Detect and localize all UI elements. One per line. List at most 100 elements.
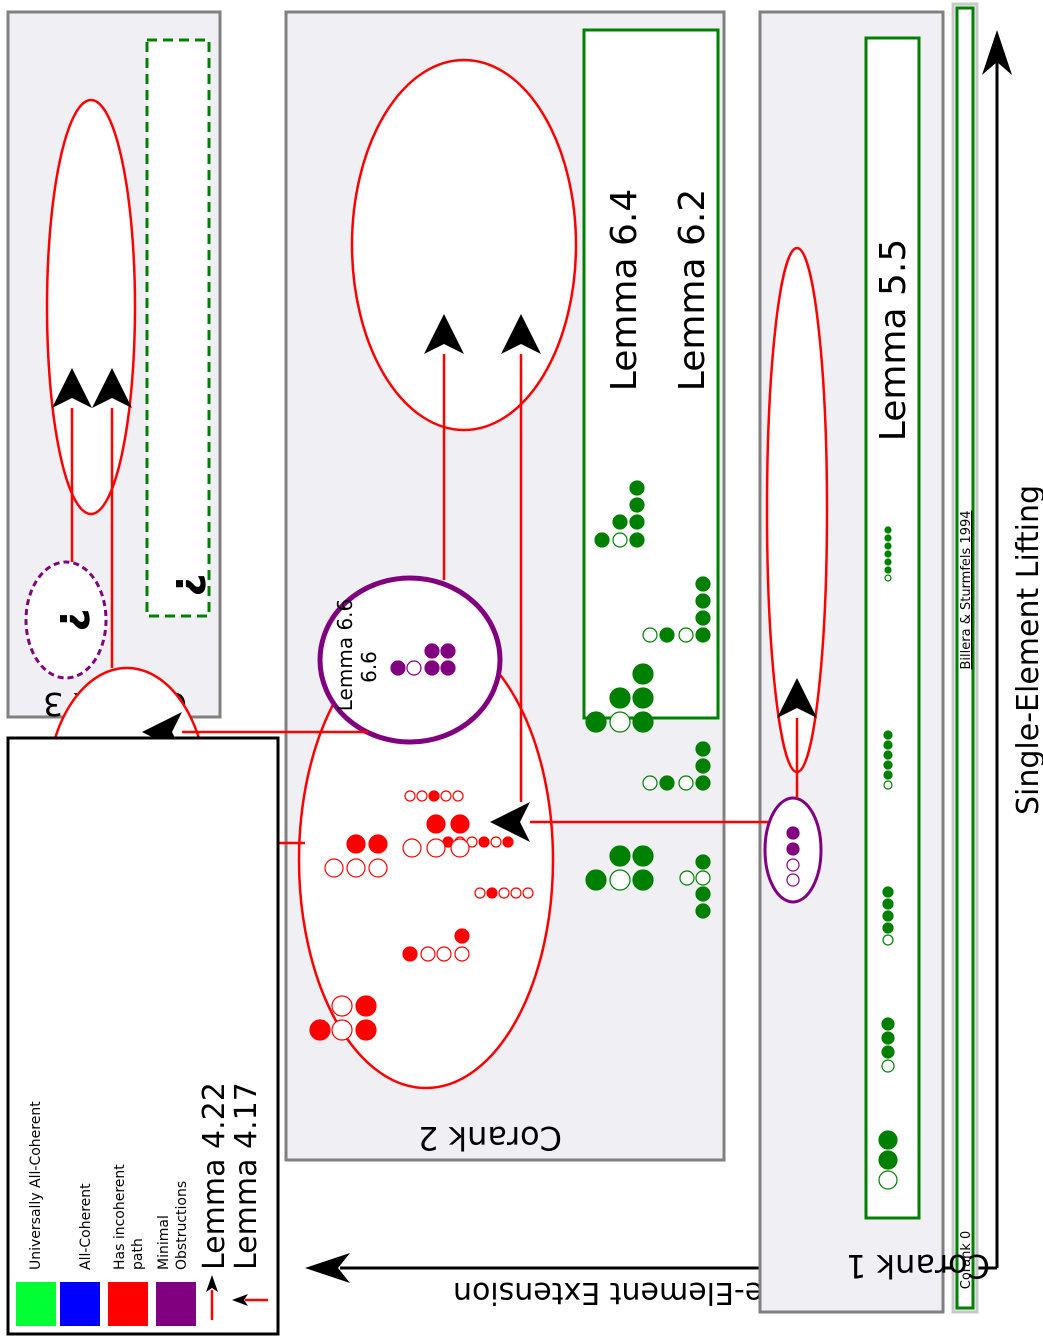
config-dot: [490, 836, 502, 848]
config-dot: [695, 610, 711, 626]
config-dot: [612, 514, 628, 530]
config-dot: [884, 534, 892, 542]
config-dot: [594, 532, 610, 548]
config-dot: [884, 558, 892, 566]
config-dot: [884, 574, 892, 582]
corank2-red-configs: [309, 790, 534, 1041]
config-dot: [883, 750, 893, 760]
corank2-red-region-top: [350, 58, 578, 432]
legend-swatch-3: [156, 1282, 196, 1326]
corank0-title: Corank 0: [959, 1231, 974, 1290]
config-dot: [486, 887, 498, 899]
config-dot: [585, 711, 607, 733]
corank2-obstruction: [317, 575, 503, 745]
corank3-unknown-obstruction: [24, 560, 108, 680]
config-dot: [502, 836, 514, 848]
config-dot: [632, 869, 654, 891]
config-dot: [679, 870, 695, 886]
config-dot: [355, 995, 377, 1017]
config-dot: [390, 660, 406, 676]
config-dot: [632, 711, 654, 733]
config-dot: [884, 542, 892, 550]
config-dot: [695, 870, 711, 886]
config-dot: [884, 526, 892, 534]
config-dot: [454, 946, 470, 962]
config-dot: [882, 910, 894, 922]
config-dot: [324, 858, 344, 878]
corank3-red-region-top: [45, 98, 137, 516]
config-dot: [424, 660, 440, 676]
config-dot: [355, 1019, 377, 1041]
config-dot: [881, 1059, 895, 1073]
corank2-green-box: [582, 28, 720, 720]
config-dot: [498, 887, 510, 899]
legend-swatches: [16, 1282, 196, 1326]
config-dot: [331, 1019, 353, 1041]
config-dot: [695, 854, 711, 870]
config-dot: [883, 730, 893, 740]
config-dot: [881, 1031, 895, 1045]
corank2-lemma-label-2: Lemma 6.2: [672, 189, 713, 391]
config-dot: [331, 995, 353, 1017]
config-dot: [510, 887, 522, 899]
config-dot: [883, 760, 893, 770]
config-dot: [642, 775, 658, 791]
config-dot: [695, 903, 711, 919]
legend-arrow-label-0: Lemma 4.22: [197, 1082, 232, 1270]
config-dot: [786, 858, 800, 872]
config-dot: [882, 934, 894, 946]
legend-label-2b: path: [130, 1238, 146, 1270]
config-dot: [450, 814, 470, 834]
corank3-unknown-1: ?: [50, 608, 96, 631]
config-dot: [642, 627, 658, 643]
config-dot: [420, 946, 436, 962]
config-dot: [678, 627, 694, 643]
config-dot: [884, 550, 892, 558]
config-dot: [878, 1150, 898, 1170]
config-dot: [612, 532, 628, 548]
legend-label-0: Universally All-Coherent: [28, 1101, 44, 1270]
config-dot: [881, 1045, 895, 1059]
config-dot: [522, 887, 534, 899]
config-dot: [629, 532, 645, 548]
config-dot: [440, 643, 456, 659]
config-dot: [695, 741, 711, 757]
config-dot: [452, 790, 464, 802]
config-dot: [309, 1019, 331, 1041]
config-dot: [632, 845, 654, 867]
legend: Universally All-Coherent All-Coherent Ha…: [6, 736, 280, 1336]
config-dot: [882, 898, 894, 910]
corank1-panel: Corank 1 Lemma 5.5: [758, 10, 990, 1314]
legend-swatch-0: [16, 1282, 56, 1326]
config-dot: [402, 946, 418, 962]
legend-arrow-label-1: Lemma 4.17: [229, 1082, 264, 1270]
config-dot: [883, 780, 893, 790]
config-dot: [346, 834, 366, 854]
legend-label-3b: Obstructions: [174, 1181, 190, 1270]
legend-swatch-2: [108, 1282, 148, 1326]
corank1-green-configs: [878, 526, 898, 1190]
config-dot: [426, 838, 446, 858]
config-dot: [440, 790, 452, 802]
config-dot: [659, 775, 675, 791]
config-dot: [659, 627, 675, 643]
corank0-panel: Corank 0 Billera & Sturmfels 1994: [951, 2, 979, 1314]
config-dot: [878, 1170, 898, 1190]
config-dot: [695, 627, 711, 643]
config-dot: [678, 775, 694, 791]
corank2-green-configs: [585, 480, 711, 919]
config-dot: [474, 887, 486, 899]
config-dot: [609, 687, 631, 709]
config-dot: [695, 576, 711, 592]
config-dot: [426, 814, 446, 834]
lifting-axis: [982, 30, 1012, 1268]
config-dot: [632, 663, 654, 685]
corank1-obstruction-config: [786, 826, 800, 887]
corank0-citation: Billera & Sturmfels 1994: [959, 510, 974, 669]
corank3-unknown-2: ?: [166, 573, 212, 596]
config-dot: [609, 711, 631, 733]
config-dot: [406, 660, 422, 676]
config-dot: [786, 826, 800, 840]
config-dot: [609, 869, 631, 891]
